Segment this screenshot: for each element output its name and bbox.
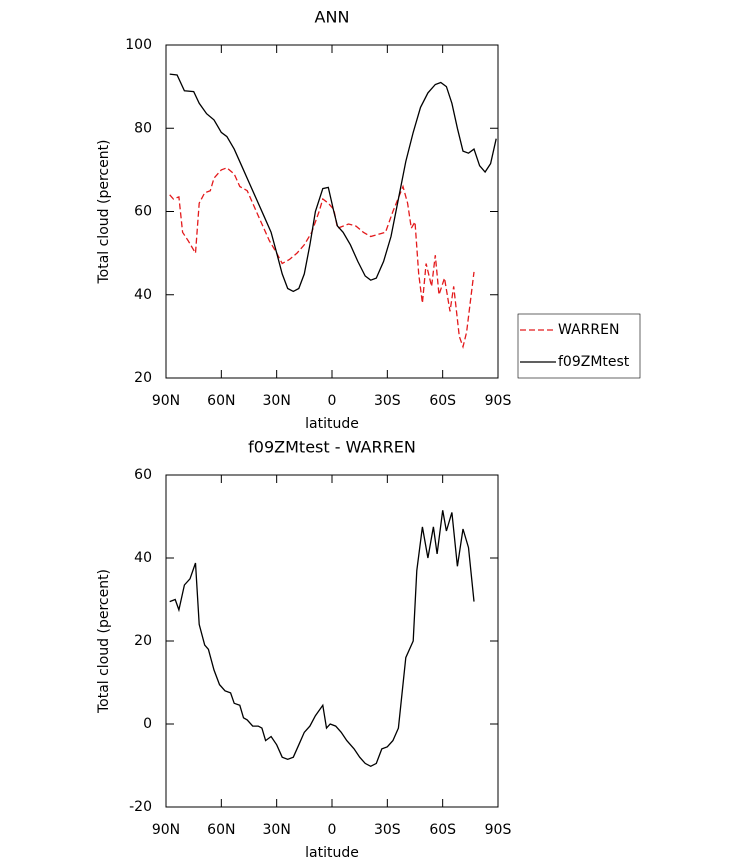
x-tick-label: 30S — [374, 822, 401, 838]
y-axis-label: Total cloud (percent) — [96, 139, 112, 284]
y-tick-label: 40 — [134, 287, 152, 303]
x-tick-label: 30S — [374, 393, 401, 409]
x-axis-label: latitude — [305, 845, 359, 861]
y-tick-label: 40 — [134, 550, 152, 566]
series-line — [169, 73, 497, 293]
x-tick-label: 0 — [328, 393, 337, 409]
x-axis-label: latitude — [305, 416, 359, 432]
y-tick-label: 60 — [134, 204, 152, 220]
chart-title: f09ZMtest - WARREN — [248, 438, 416, 457]
y-tick-label: 80 — [134, 120, 152, 136]
x-tick-label: 60S — [429, 822, 456, 838]
plot-frame — [165, 44, 499, 379]
x-tick-label: 30N — [263, 822, 291, 838]
legend-label: f09ZMtest — [558, 354, 630, 370]
x-tick-label: 90N — [152, 393, 180, 409]
x-tick-label: 90S — [485, 822, 512, 838]
y-tick-label: 20 — [134, 633, 152, 649]
y-tick-label: 20 — [134, 370, 152, 386]
x-tick-label: 60S — [429, 393, 456, 409]
chart-title: ANN — [315, 8, 350, 27]
x-tick-label: 0 — [328, 822, 337, 838]
y-axis-label: Total cloud (percent) — [96, 569, 112, 714]
y-tick-label: 0 — [143, 716, 152, 732]
x-tick-label: 60N — [207, 822, 235, 838]
x-tick-label: 60N — [207, 393, 235, 409]
y-tick-label: -20 — [129, 799, 152, 815]
legend-label: WARREN — [558, 322, 619, 338]
legend-box — [517, 313, 641, 379]
y-tick-label: 60 — [134, 467, 152, 483]
x-tick-label: 90S — [485, 393, 512, 409]
series-line — [169, 167, 475, 350]
x-tick-label: 30N — [263, 393, 291, 409]
series-line — [169, 510, 475, 768]
y-tick-label: 100 — [125, 37, 152, 53]
x-tick-label: 90N — [152, 822, 180, 838]
